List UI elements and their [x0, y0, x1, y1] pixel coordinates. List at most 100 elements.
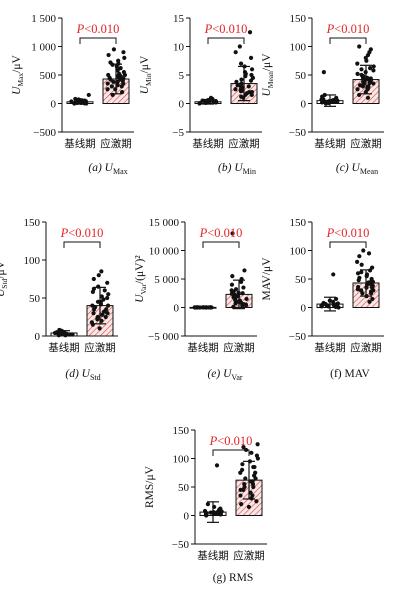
x-category-label: 基线期 [314, 341, 346, 354]
data-point [96, 273, 101, 278]
y-tick-label: 50 [29, 293, 41, 305]
y-tick-label: 0 [179, 99, 185, 111]
data-point [105, 87, 110, 92]
y-tick-label: 1 500 [31, 13, 56, 25]
data-point [359, 262, 364, 267]
chart-panel: −50 0 50 100 150 基线期 应激期 P<0.010 RMS/μV (g) RMS [144, 425, 267, 584]
data-point [364, 272, 370, 277]
y-tick-label: 0 [301, 303, 307, 315]
data-point [90, 303, 95, 308]
y-tick-label: 15 000 [149, 217, 180, 229]
data-point [357, 83, 363, 88]
panel-caption: (g) RMS [213, 572, 254, 584]
data-point [192, 305, 197, 310]
significance-label: P<0.010 [199, 226, 243, 240]
y-tick-label: 50 [178, 482, 190, 494]
significance-bracket [212, 449, 250, 456]
y-tick-label: 100 [290, 246, 307, 258]
data-point [105, 280, 110, 285]
data-point [103, 314, 108, 320]
data-point [233, 287, 239, 292]
data-point [99, 269, 104, 274]
x-category-label: 基线期 [192, 137, 224, 150]
data-point [242, 64, 247, 69]
data-point [359, 270, 364, 275]
data-point [367, 299, 372, 304]
data-point [53, 330, 58, 336]
data-point [246, 504, 252, 510]
x-category-label: 基线期 [64, 137, 96, 150]
data-point [365, 95, 371, 100]
data-point [91, 311, 96, 316]
data-point [366, 251, 372, 256]
data-point [105, 295, 110, 301]
data-point [364, 294, 369, 299]
data-point [69, 99, 74, 104]
data-point [241, 285, 246, 290]
data-point [105, 311, 110, 316]
data-point [109, 84, 114, 89]
y-tick-label: 5 000 [154, 274, 179, 286]
data-point [241, 301, 246, 307]
y-tick-label: 1 000 [31, 42, 56, 54]
data-point [371, 64, 376, 69]
data-point [331, 272, 336, 277]
data-point [365, 75, 370, 80]
data-point [237, 44, 242, 49]
chart-panel: −50 0 50 100 150 基线期 应激期 P<0.010 UMean/μV (c) UMe… [261, 13, 384, 176]
data-point [355, 87, 360, 92]
y-axis-label: UVar/(μV)² [134, 255, 148, 303]
chart-panel: −5 0 5 10 15 基线期 应激期 P<0.010 UMin/μV (b) UMin [139, 13, 262, 176]
data-point [230, 231, 235, 236]
data-point [86, 92, 91, 98]
data-point [214, 463, 220, 468]
data-point [240, 462, 245, 467]
data-point [250, 493, 255, 498]
y-tick-label: 100 [173, 454, 190, 466]
data-point [205, 502, 211, 507]
data-point [357, 44, 362, 49]
data-point [58, 330, 64, 336]
data-point [81, 100, 86, 105]
data-point [91, 286, 96, 291]
y-axis-label: UMax/μV [11, 54, 25, 94]
data-point [76, 97, 81, 102]
y-tick-label: −500 [33, 127, 56, 139]
data-point [229, 288, 234, 293]
x-category-label: 基线期 [197, 549, 229, 562]
x-category-label: 基线期 [187, 341, 219, 354]
data-point [69, 332, 74, 337]
data-point [363, 55, 368, 61]
y-axis-label: UStd/μV [0, 260, 9, 297]
panel-caption: (e) UVar [207, 368, 242, 382]
y-axis-label: UMean/μV [261, 53, 275, 97]
data-point [200, 305, 205, 310]
y-tick-label: 0 [51, 99, 57, 111]
data-point [208, 95, 214, 100]
significance-label: P<0.010 [326, 226, 370, 240]
data-point [230, 274, 235, 279]
x-category-label: 应激期 [233, 549, 265, 562]
data-point [366, 280, 371, 285]
data-point [89, 320, 94, 325]
data-point [368, 76, 373, 81]
y-tick-label: 100 [24, 255, 41, 267]
data-point [102, 288, 107, 293]
data-point [219, 509, 224, 514]
x-category-label: 应激期 [84, 341, 116, 354]
x-category-label: 基线期 [48, 341, 80, 354]
data-point [248, 55, 254, 61]
data-point [99, 318, 104, 323]
data-point [239, 94, 244, 99]
data-point [73, 96, 78, 102]
data-point [113, 87, 118, 92]
panel-caption: (f) MAV [330, 368, 370, 380]
y-tick-label: 50 [295, 274, 307, 286]
significance-bracket [207, 37, 245, 44]
data-point [331, 302, 336, 307]
x-category-label: 应激期 [228, 137, 260, 150]
data-point [370, 296, 375, 302]
data-point [239, 88, 244, 94]
data-point [115, 83, 120, 88]
data-point [326, 99, 332, 104]
